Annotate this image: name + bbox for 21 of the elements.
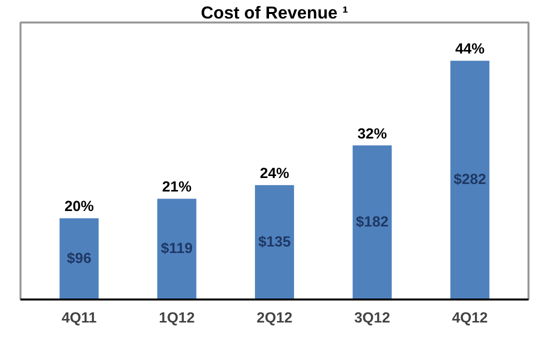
bar [60,218,99,300]
data-label: $119 [160,241,193,258]
annotation: 32% [358,126,387,142]
data-label: $182 [356,214,388,230]
annotation: 44% [455,42,485,58]
bar [254,185,294,300]
x-tick-label: 2Q12 [256,310,292,326]
bar [157,198,196,300]
x-tick-label: 1Q12 [158,310,195,326]
annotation: 24% [260,166,290,182]
x-tick-label: 4Q12 [452,310,488,326]
x-tick-label: 4Q11 [62,310,97,326]
annotation: 20% [64,199,94,216]
data-label: $135 [258,234,291,250]
data-label: $282 [454,172,486,188]
chart-title: Cost of Revenue ¹ [200,2,348,22]
bar [450,60,490,300]
annotation: 21% [162,180,192,196]
bar [352,145,392,300]
data-label: $96 [66,250,92,267]
x-tick-label: 3Q12 [354,310,390,326]
